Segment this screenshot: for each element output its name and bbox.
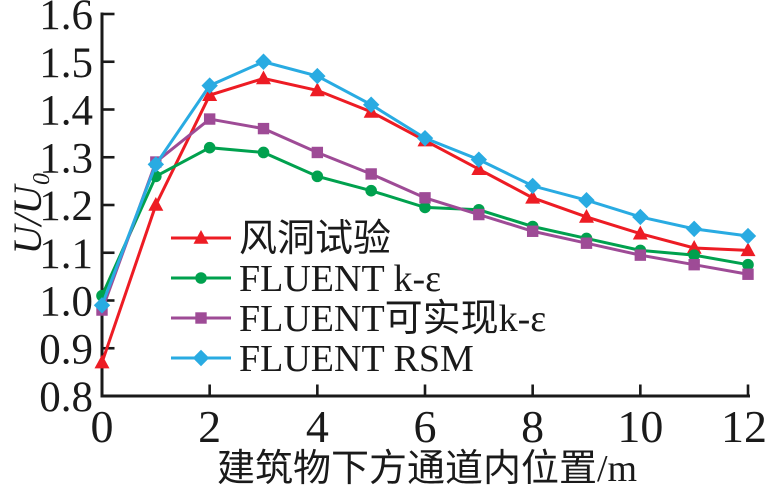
y-tick-label: 0.8 <box>39 374 93 421</box>
x-tick-label: 6 <box>414 401 437 452</box>
y-tick-label: 1.5 <box>39 40 93 87</box>
triangle-marker <box>686 239 702 254</box>
diamond-marker <box>632 208 649 226</box>
square-marker <box>688 258 700 271</box>
square-marker <box>203 113 216 125</box>
legend-item-2: FLUENT可实现k-ε <box>171 298 546 340</box>
x-tick-label: 2 <box>198 401 221 452</box>
axes: 0.80.91.01.11.21.31.41.51.6 0 2 4 6 8 10 12 <box>39 0 767 452</box>
triangle-marker <box>94 354 110 369</box>
x-tick-label: 8 <box>521 401 544 452</box>
x-tick-label: 0 <box>91 401 114 452</box>
circle-marker <box>742 258 754 271</box>
circle-marker <box>365 184 377 197</box>
circle-marker <box>311 170 324 183</box>
diamond-marker <box>147 156 165 173</box>
triangle-marker <box>525 189 541 204</box>
diamond-marker <box>309 67 326 85</box>
square-marker <box>526 225 539 237</box>
triangle-marker <box>202 87 218 101</box>
legend-label: 风洞试验 <box>239 218 391 260</box>
triangle-marker <box>579 208 594 223</box>
square-marker <box>580 237 593 249</box>
triangle-marker <box>632 225 648 240</box>
diamond-marker <box>470 151 488 168</box>
square-marker <box>419 192 431 204</box>
diamond-marker <box>201 77 218 94</box>
circle-marker <box>419 201 431 214</box>
y-tick-label: 1.2 <box>39 183 93 230</box>
diamond-marker <box>416 129 434 147</box>
diamond-marker <box>255 53 272 70</box>
legend-item-1: FLUENT k-ε <box>171 258 441 300</box>
y-tick-label: 1.3 <box>39 135 93 182</box>
diamond-marker <box>739 227 757 245</box>
series-group <box>93 53 757 369</box>
diamond-marker <box>685 220 703 238</box>
square-marker <box>195 312 207 324</box>
legend-label: FLUENT可实现k-ε <box>239 298 546 340</box>
legend-item-3: FLUENT RSM <box>171 338 474 380</box>
axis-spines <box>100 12 750 398</box>
square-marker <box>311 146 324 159</box>
triangle-marker <box>740 242 756 257</box>
x-tick-label: 4 <box>306 401 329 452</box>
y-tick-label: 1.1 <box>39 231 93 278</box>
triangle-marker <box>148 197 164 211</box>
square-marker <box>634 249 647 261</box>
legend-item-0: 风洞试验 <box>171 218 391 260</box>
triangle-marker <box>471 161 487 175</box>
triangle-marker <box>309 82 325 97</box>
diamond-marker <box>362 96 380 113</box>
diamond-marker <box>192 349 210 367</box>
square-marker <box>257 122 270 135</box>
circle-marker <box>688 249 700 261</box>
circle-marker <box>195 272 207 284</box>
diamond-marker <box>578 192 595 209</box>
y-axis-title: U/U₀ <box>5 172 50 255</box>
circle-marker <box>257 146 270 159</box>
square-marker <box>473 208 485 221</box>
x-tick-label: 12 <box>721 401 767 452</box>
circle-marker <box>203 141 216 154</box>
square-marker <box>742 268 754 280</box>
y-tick-label: 0.9 <box>39 326 93 373</box>
y-tick-label: 1.4 <box>39 88 93 135</box>
legend-label: FLUENT RSM <box>239 338 474 380</box>
diamond-marker <box>524 177 541 195</box>
series-3 <box>93 53 757 314</box>
legend-label: FLUENT k-ε <box>239 258 441 300</box>
triangle-marker <box>193 230 209 244</box>
y-tick-label: 1.6 <box>39 0 93 39</box>
diamond-marker <box>93 297 111 314</box>
x-axis-title: 建筑物下方通道内位置/m <box>217 448 637 490</box>
x-tick-label: 10 <box>617 401 663 452</box>
triangle-marker <box>256 70 271 85</box>
y-tick-label: 1.0 <box>39 279 93 326</box>
square-marker <box>365 168 377 180</box>
